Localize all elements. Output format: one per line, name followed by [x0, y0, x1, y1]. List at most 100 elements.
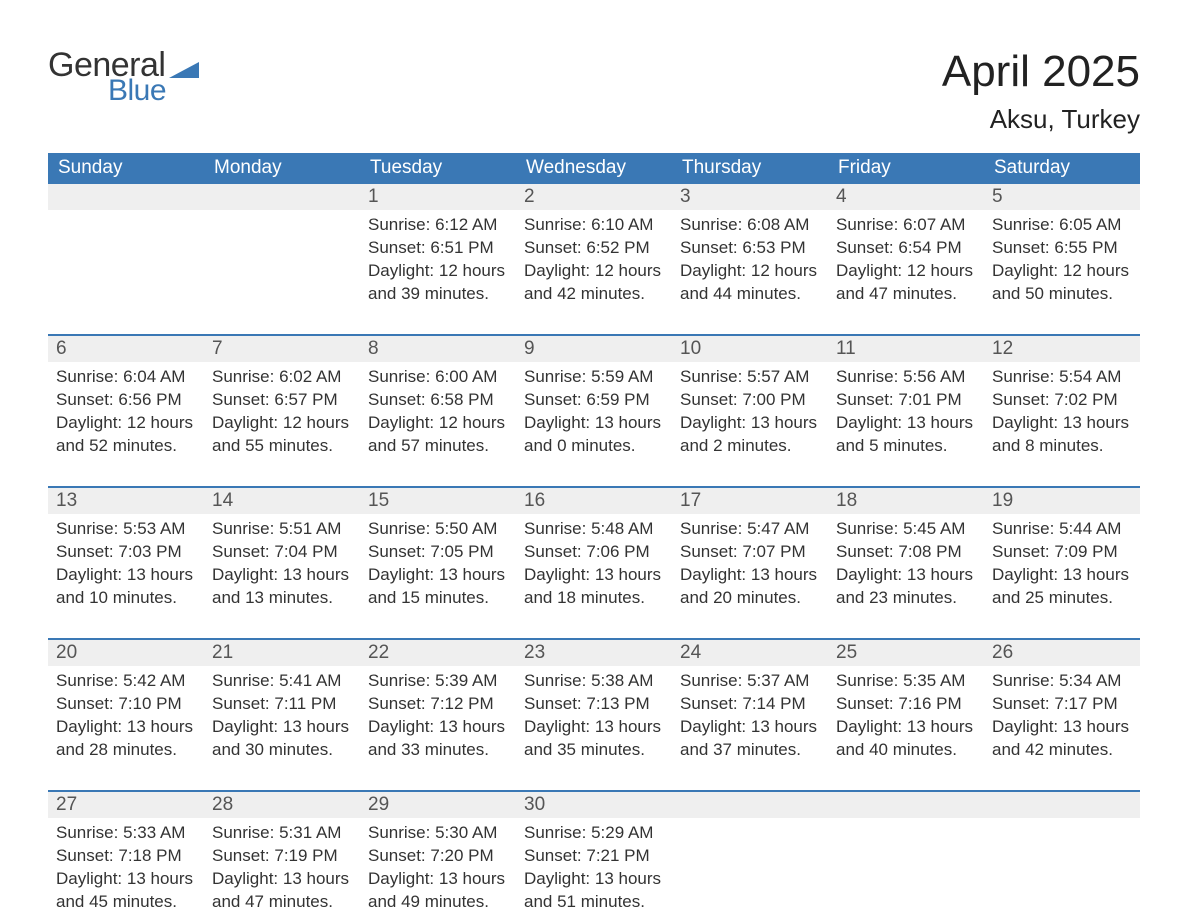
day-body: Sunrise: 5:33 AMSunset: 7:18 PMDaylight:…: [48, 818, 204, 918]
sunrise-text: Sunrise: 6:04 AM: [56, 366, 196, 389]
day-of-week-header: Sunday Monday Tuesday Wednesday Thursday…: [48, 153, 1140, 184]
day-body: Sunrise: 5:48 AMSunset: 7:06 PMDaylight:…: [516, 514, 672, 614]
sunrise-text: Sunrise: 5:54 AM: [992, 366, 1132, 389]
day-cell: 4Sunrise: 6:07 AMSunset: 6:54 PMDaylight…: [828, 184, 984, 310]
sunset-text: Sunset: 7:11 PM: [212, 693, 352, 716]
daylight-text-1: Daylight: 13 hours: [680, 412, 820, 435]
day-body: Sunrise: 5:56 AMSunset: 7:01 PMDaylight:…: [828, 362, 984, 462]
daylight-text-1: Daylight: 13 hours: [368, 716, 508, 739]
daylight-text-2: and 13 minutes.: [212, 587, 352, 610]
daylight-text-1: Daylight: 13 hours: [992, 716, 1132, 739]
daylight-text-1: Daylight: 13 hours: [524, 868, 664, 891]
day-body: Sunrise: 5:29 AMSunset: 7:21 PMDaylight:…: [516, 818, 672, 918]
sunset-text: Sunset: 6:59 PM: [524, 389, 664, 412]
day-number: [204, 184, 360, 210]
daylight-text-1: Daylight: 12 hours: [524, 260, 664, 283]
sunrise-text: Sunrise: 5:38 AM: [524, 670, 664, 693]
daylight-text-2: and 50 minutes.: [992, 283, 1132, 306]
sunrise-text: Sunrise: 5:48 AM: [524, 518, 664, 541]
sunrise-text: Sunrise: 5:29 AM: [524, 822, 664, 845]
daylight-text-1: Daylight: 13 hours: [212, 564, 352, 587]
sunrise-text: Sunrise: 5:51 AM: [212, 518, 352, 541]
day-number: 4: [828, 184, 984, 210]
daylight-text-2: and 23 minutes.: [836, 587, 976, 610]
day-number: 18: [828, 488, 984, 514]
day-number: 6: [48, 336, 204, 362]
header: General Blue April 2025 Aksu, Turkey: [48, 48, 1140, 135]
daylight-text-1: Daylight: 13 hours: [680, 564, 820, 587]
sunrise-text: Sunrise: 5:41 AM: [212, 670, 352, 693]
day-body: Sunrise: 6:00 AMSunset: 6:58 PMDaylight:…: [360, 362, 516, 462]
calendar-page: General Blue April 2025 Aksu, Turkey Sun…: [0, 0, 1188, 918]
daylight-text-1: Daylight: 13 hours: [524, 564, 664, 587]
daylight-text-1: Daylight: 13 hours: [368, 564, 508, 587]
day-number: 21: [204, 640, 360, 666]
daylight-text-1: Daylight: 12 hours: [836, 260, 976, 283]
sunset-text: Sunset: 6:52 PM: [524, 237, 664, 260]
day-body: Sunrise: 5:39 AMSunset: 7:12 PMDaylight:…: [360, 666, 516, 766]
day-number: 27: [48, 792, 204, 818]
daylight-text-1: Daylight: 12 hours: [680, 260, 820, 283]
sunrise-text: Sunrise: 6:10 AM: [524, 214, 664, 237]
day-cell: 18Sunrise: 5:45 AMSunset: 7:08 PMDayligh…: [828, 488, 984, 614]
daylight-text-1: Daylight: 12 hours: [212, 412, 352, 435]
dow-sunday: Sunday: [48, 153, 204, 184]
sunset-text: Sunset: 7:04 PM: [212, 541, 352, 564]
daylight-text-1: Daylight: 13 hours: [836, 412, 976, 435]
daylight-text-1: Daylight: 13 hours: [836, 716, 976, 739]
day-cell: 26Sunrise: 5:34 AMSunset: 7:17 PMDayligh…: [984, 640, 1140, 766]
daylight-text-1: Daylight: 13 hours: [212, 716, 352, 739]
daylight-text-2: and 18 minutes.: [524, 587, 664, 610]
day-cell: 1Sunrise: 6:12 AMSunset: 6:51 PMDaylight…: [360, 184, 516, 310]
day-cell: 25Sunrise: 5:35 AMSunset: 7:16 PMDayligh…: [828, 640, 984, 766]
day-number: 25: [828, 640, 984, 666]
sunrise-text: Sunrise: 5:57 AM: [680, 366, 820, 389]
dow-tuesday: Tuesday: [360, 153, 516, 184]
day-number: [828, 792, 984, 818]
day-cell: 8Sunrise: 6:00 AMSunset: 6:58 PMDaylight…: [360, 336, 516, 462]
sunset-text: Sunset: 7:07 PM: [680, 541, 820, 564]
location-label: Aksu, Turkey: [942, 104, 1140, 135]
daylight-text-1: Daylight: 12 hours: [56, 412, 196, 435]
day-number: 15: [360, 488, 516, 514]
sunset-text: Sunset: 6:54 PM: [836, 237, 976, 260]
day-body: Sunrise: 5:37 AMSunset: 7:14 PMDaylight:…: [672, 666, 828, 766]
day-cell: [984, 792, 1140, 918]
daylight-text-2: and 39 minutes.: [368, 283, 508, 306]
day-body: Sunrise: 5:50 AMSunset: 7:05 PMDaylight:…: [360, 514, 516, 614]
daylight-text-1: Daylight: 12 hours: [368, 260, 508, 283]
dow-saturday: Saturday: [984, 153, 1140, 184]
day-cell: 2Sunrise: 6:10 AMSunset: 6:52 PMDaylight…: [516, 184, 672, 310]
calendar-grid: Sunday Monday Tuesday Wednesday Thursday…: [48, 153, 1140, 918]
day-number: [48, 184, 204, 210]
day-number: 3: [672, 184, 828, 210]
day-cell: 5Sunrise: 6:05 AMSunset: 6:55 PMDaylight…: [984, 184, 1140, 310]
day-cell: 30Sunrise: 5:29 AMSunset: 7:21 PMDayligh…: [516, 792, 672, 918]
day-body: Sunrise: 5:31 AMSunset: 7:19 PMDaylight:…: [204, 818, 360, 918]
daylight-text-1: Daylight: 13 hours: [212, 868, 352, 891]
daylight-text-2: and 0 minutes.: [524, 435, 664, 458]
day-cell: 24Sunrise: 5:37 AMSunset: 7:14 PMDayligh…: [672, 640, 828, 766]
sunrise-text: Sunrise: 5:44 AM: [992, 518, 1132, 541]
sunset-text: Sunset: 7:13 PM: [524, 693, 664, 716]
day-cell: 29Sunrise: 5:30 AMSunset: 7:20 PMDayligh…: [360, 792, 516, 918]
daylight-text-2: and 33 minutes.: [368, 739, 508, 762]
daylight-text-2: and 49 minutes.: [368, 891, 508, 914]
day-number: 24: [672, 640, 828, 666]
daylight-text-2: and 52 minutes.: [56, 435, 196, 458]
day-number: 30: [516, 792, 672, 818]
daylight-text-2: and 45 minutes.: [56, 891, 196, 914]
daylight-text-1: Daylight: 13 hours: [524, 412, 664, 435]
dow-monday: Monday: [204, 153, 360, 184]
day-number: 22: [360, 640, 516, 666]
day-number: 19: [984, 488, 1140, 514]
day-body: Sunrise: 5:38 AMSunset: 7:13 PMDaylight:…: [516, 666, 672, 766]
daylight-text-2: and 47 minutes.: [836, 283, 976, 306]
sunrise-text: Sunrise: 5:31 AM: [212, 822, 352, 845]
day-number: 29: [360, 792, 516, 818]
day-body: Sunrise: 5:34 AMSunset: 7:17 PMDaylight:…: [984, 666, 1140, 766]
sunset-text: Sunset: 6:51 PM: [368, 237, 508, 260]
sunrise-text: Sunrise: 5:33 AM: [56, 822, 196, 845]
day-number: 13: [48, 488, 204, 514]
sunset-text: Sunset: 7:19 PM: [212, 845, 352, 868]
